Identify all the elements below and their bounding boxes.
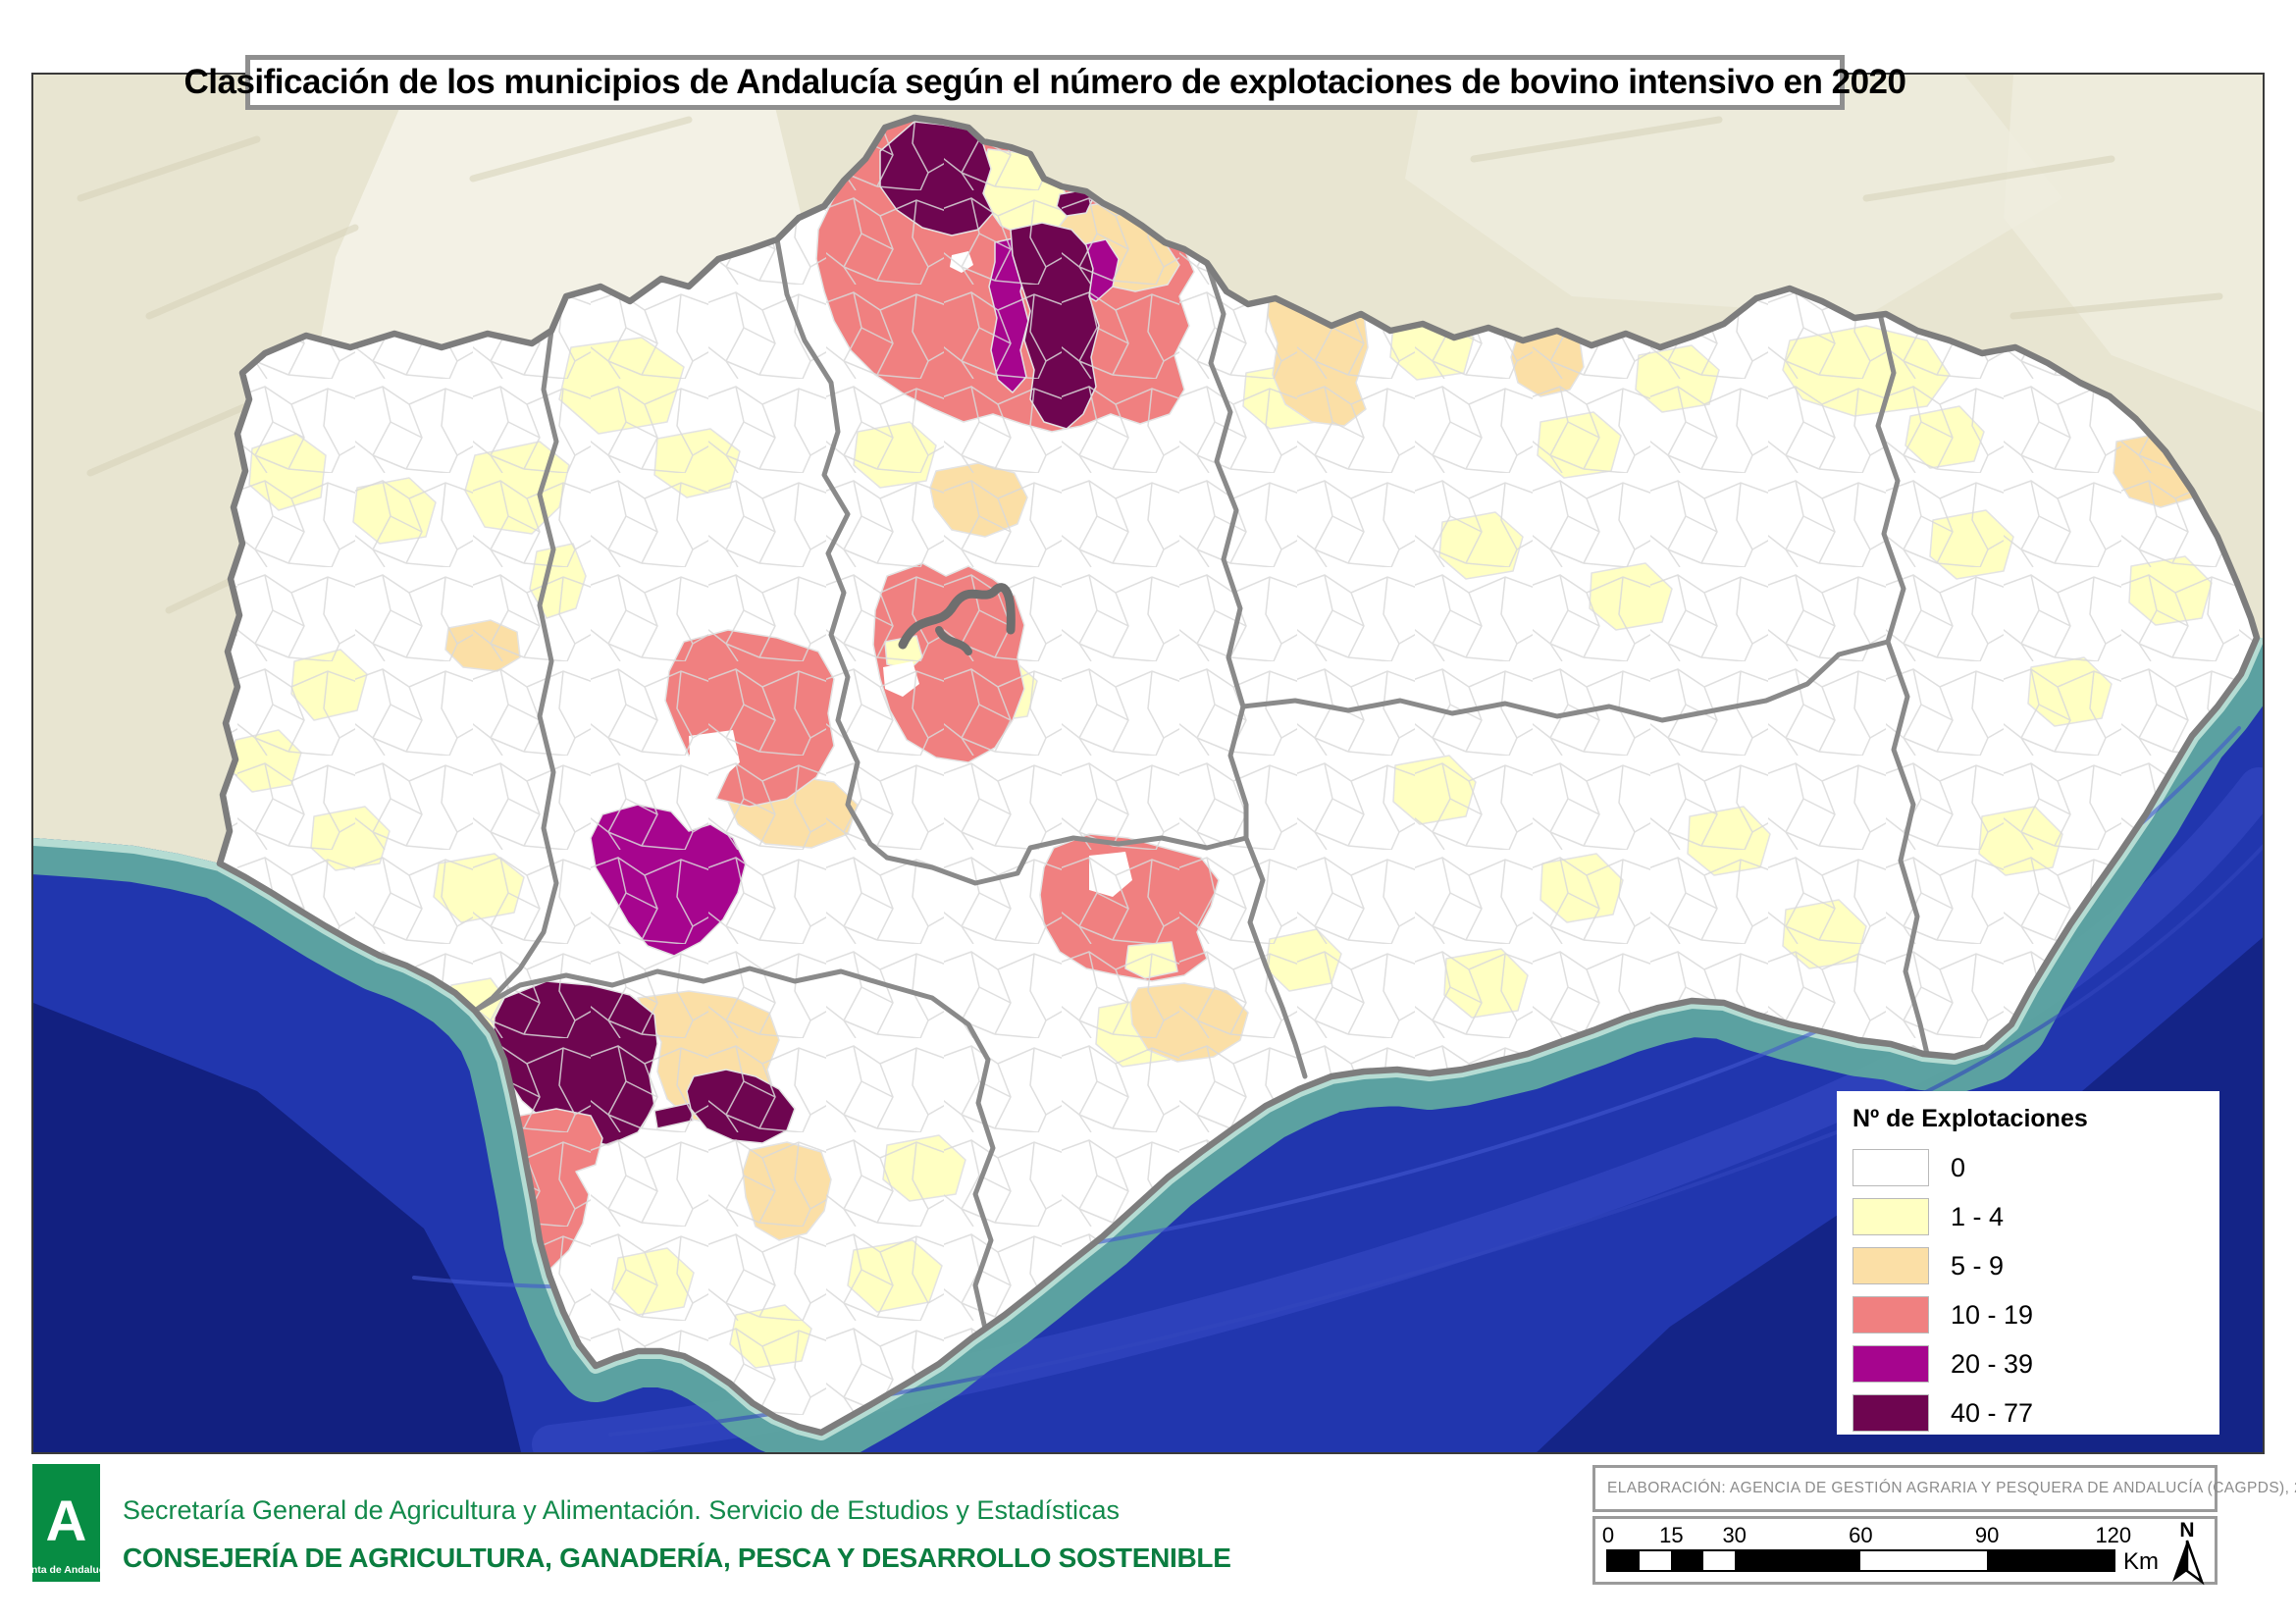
sea-layer: [33, 638, 2263, 1452]
border-huelva-sevilla: [472, 328, 559, 1014]
legend-title: Nº de Explotaciones: [1852, 1105, 2088, 1132]
scalebar-tick-label: 90: [1974, 1523, 2000, 1547]
scalebar-segment: [1987, 1551, 2113, 1570]
legend-item: 0: [1852, 1143, 2219, 1192]
scalebar-unit: Km: [2123, 1548, 2159, 1575]
legend-label: 0: [1951, 1152, 1966, 1182]
legend-swatch-20-39: [1852, 1345, 1929, 1383]
legend: Nº de Explotaciones 0 1 - 4 5 - 9 10 - 1…: [1837, 1091, 2219, 1435]
scalebar-segment: [1734, 1551, 1861, 1570]
north-arrow-icon: [2172, 1540, 2205, 1586]
north-label: N: [2179, 1519, 2195, 1542]
map-title: Clasificación de los municipios de Andal…: [183, 63, 1907, 101]
legend-swatch-5-9: [1852, 1247, 1929, 1284]
scalebar-tick-label: 60: [1849, 1523, 1873, 1547]
legend-item: 40 - 77: [1852, 1388, 2219, 1438]
junta-logo-a-icon: A: [45, 1490, 87, 1553]
legend-label: 10 - 19: [1951, 1299, 2034, 1330]
scalebar-segment: [1860, 1551, 1988, 1570]
elaboration-box: ELABORACIÓN: AGENCIA DE GESTIÓN AGRARIA …: [1592, 1465, 2296, 1512]
bathy-line-2: [608, 844, 2263, 1437]
legend-swatch-10-19: [1852, 1296, 1929, 1333]
border-sevilla-cadiz-malaga: [472, 966, 996, 1374]
legend-swatch-1-4: [1852, 1198, 1929, 1235]
region-outline-layer: [216, 114, 2261, 1437]
elaboration-text: ELABORACIÓN: AGENCIA DE GESTIÓN AGRARIA …: [1607, 1480, 2296, 1496]
terrain-light-patch: [2004, 75, 2263, 413]
legend-swatch-40-77: [1852, 1394, 1929, 1432]
scalebar-tick-label: 120: [2095, 1523, 2132, 1547]
province-borders-layer: [472, 236, 1930, 1374]
legend-swatch-0: [1852, 1149, 1929, 1186]
reservoir-squiggle: [898, 583, 1016, 650]
map-canvas: Fuente de Datos: "Sistema de Información…: [31, 73, 2265, 1454]
border-sevilla-cordoba: [774, 236, 890, 861]
footer-secretaria-line: Secretaría General de Agricultura y Alim…: [123, 1495, 1120, 1525]
legend-item: 1 - 4: [1852, 1192, 2219, 1241]
legend-item: 10 - 19: [1852, 1290, 2219, 1339]
north-arrow: N: [2163, 1519, 2212, 1586]
scalebar-segment: [1702, 1551, 1735, 1570]
legend-item: 5 - 9: [1852, 1241, 2219, 1290]
scalebar-tick-label: 0: [1601, 1523, 1615, 1547]
footer-consejeria-line: CONSEJERÍA DE AGRICULTURA, GANADERÍA, PE…: [123, 1543, 1231, 1573]
map-title-box: Clasificación de los municipios de Andal…: [184, 55, 1906, 110]
scalebar-tick-label: 30: [1722, 1523, 1747, 1547]
border-granada-almeria: [1875, 315, 1930, 1057]
legend-label: 20 - 39: [1951, 1348, 2034, 1379]
water-features-layer: [898, 583, 1016, 655]
legend-item: 20 - 39: [1852, 1339, 2219, 1388]
border-jaen-granada: [1240, 639, 1891, 723]
andalucia-outline: [216, 114, 2261, 1437]
sea-deep-sw: [33, 1003, 522, 1452]
legend-label: 40 - 77: [1951, 1397, 2034, 1428]
scalebar-segment: [1608, 1551, 1641, 1570]
sea-body: [33, 638, 2263, 1452]
junta-logo: A Junta de Andalucía: [20, 1464, 113, 1582]
border-cordoba-jaen: [1204, 260, 1249, 841]
scalebar-segment: [1640, 1551, 1672, 1570]
border-cordoba-malaga-granada: [884, 835, 1308, 1079]
scalebar-segment: [1671, 1551, 1703, 1570]
junta-logo-caption: Junta de Andalucía: [19, 1564, 114, 1576]
legend-label: 1 - 4: [1951, 1201, 2005, 1231]
legend-label: 5 - 9: [1951, 1250, 2005, 1281]
terrain-light-patch: [1405, 75, 2062, 316]
choropleth-map: [33, 75, 2263, 1452]
scalebar-labels: 0 15 30 60 90 120: [1595, 1523, 2215, 1547]
reservoir-squiggle-2: [935, 626, 972, 655]
scalebar: [1606, 1549, 2115, 1572]
scalebar-box: 0 15 30 60 90 120 Km N: [1592, 1516, 2218, 1586]
scalebar-tick-label: 15: [1659, 1523, 1684, 1547]
